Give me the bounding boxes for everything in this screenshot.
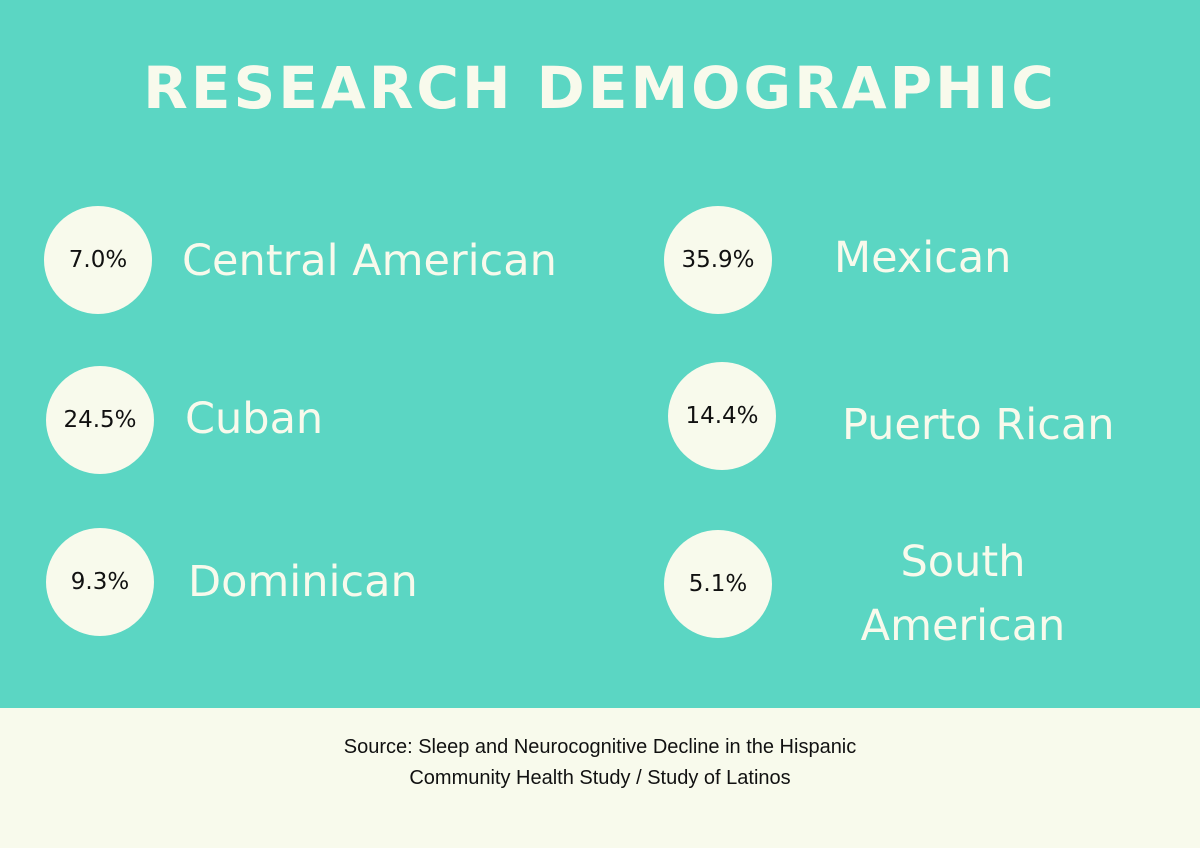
- dominican-percent: 9.3%: [70, 569, 130, 595]
- central-american-percent-circle: 7.0%: [44, 206, 152, 314]
- demographic-panel: [0, 0, 1200, 708]
- source-footer: [0, 708, 1200, 848]
- cuban-percent-circle: 24.5%: [46, 366, 154, 474]
- central-american-percent: 7.0%: [68, 247, 128, 273]
- mexican-percent: 35.9%: [681, 247, 755, 273]
- page-title: RESEARCH DEMOGRAPHIC: [143, 54, 1057, 122]
- south-american-percent-circle: 5.1%: [664, 530, 772, 638]
- south-american-percent: 5.1%: [688, 571, 748, 597]
- mexican-percent-circle: 35.9%: [664, 206, 772, 314]
- central-american-label: Central American: [182, 236, 557, 286]
- cuban-label: Cuban: [185, 394, 324, 444]
- dominican-label: Dominican: [188, 557, 418, 607]
- puerto-rican-percent: 14.4%: [685, 403, 759, 429]
- source-citation: Source: Sleep and Neurocognitive Decline…: [0, 732, 1200, 794]
- puerto-rican-percent-circle: 14.4%: [668, 362, 776, 470]
- puerto-rican-label: Puerto Rican: [842, 400, 1115, 450]
- dominican-percent-circle: 9.3%: [46, 528, 154, 636]
- mexican-label: Mexican: [834, 233, 1012, 283]
- source-line-1: Source: Sleep and Neurocognitive Decline…: [343, 736, 857, 758]
- south-american-label: South American: [843, 530, 1083, 658]
- source-line-2: Community Health Study / Study of Latino…: [409, 767, 791, 789]
- cuban-percent: 24.5%: [63, 407, 137, 433]
- south-american-label-line1: South: [900, 537, 1026, 587]
- south-american-label-line2: American: [860, 601, 1066, 651]
